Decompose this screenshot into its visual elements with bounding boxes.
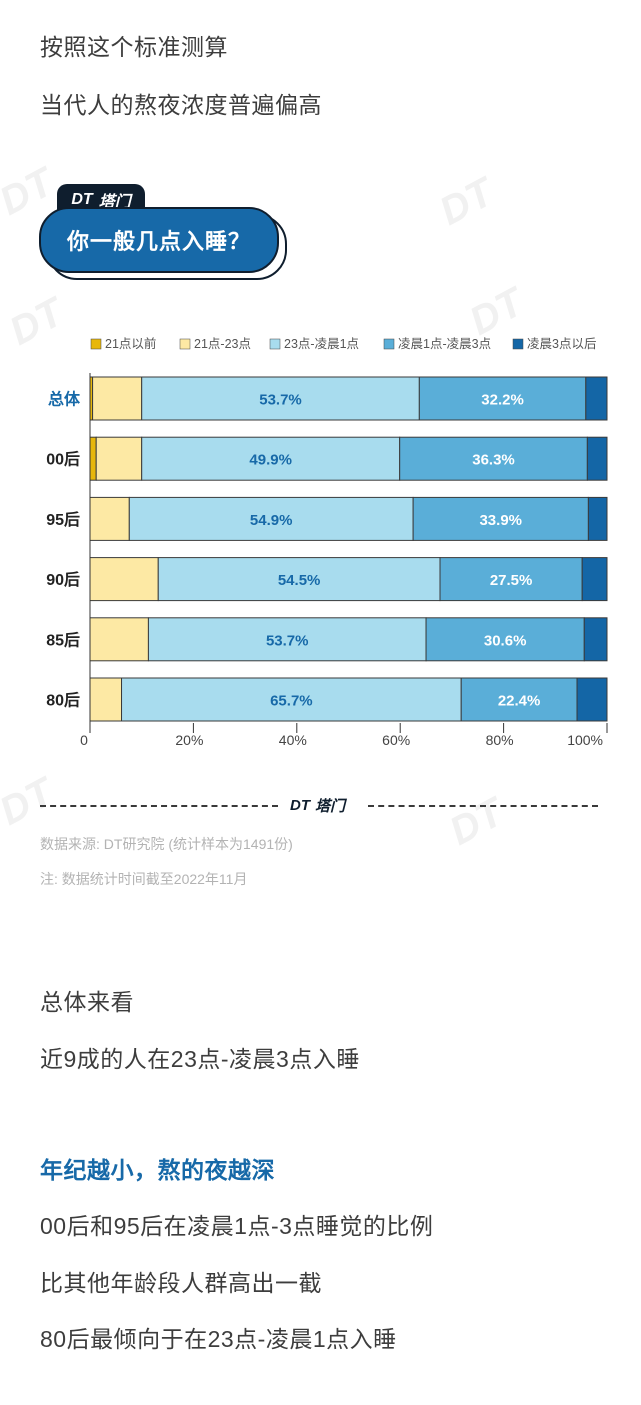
outro-paragraph-4: 比其他年龄段人群高出一截: [40, 1270, 322, 1296]
legend-swatch: [383, 338, 395, 350]
legend-label: 21点-23点: [194, 337, 251, 351]
chart-legend: 21点以前 21点-23点 23点-凌晨1点 凌晨1点-凌晨3点 凌晨3点以后: [90, 336, 596, 351]
bar-segment: [92, 376, 143, 421]
intro-line-2: 当代人的熬夜浓度普遍偏高: [40, 92, 322, 118]
divider-brand-logo: DT 塔门: [290, 794, 360, 816]
bar-value-label: 65.7%: [270, 693, 313, 710]
divider-brand-text: DT: [290, 796, 310, 814]
bar-segment: [586, 436, 608, 481]
bar-segment: [587, 496, 608, 541]
section-heading: 年纪越小，熬的夜越深: [40, 1157, 275, 1183]
legend-swatch: [90, 338, 102, 350]
legend-label: 21点以前: [105, 336, 156, 351]
bar-value-label: 54.5%: [278, 572, 321, 589]
divider-brand-cn: 塔门: [315, 797, 346, 815]
bar-value-label: 32.2%: [481, 392, 524, 409]
divider-left: [40, 805, 278, 807]
legend-label: 23点-凌晨1点: [284, 337, 359, 351]
bar-segment: [576, 677, 608, 722]
bar-segment: [89, 436, 97, 481]
bar-segment: [585, 376, 608, 421]
bar-segment: [141, 376, 420, 421]
bar-segment: [121, 677, 462, 722]
bar-value-label: 53.7%: [259, 392, 302, 409]
chart-bars: 总体 53.7% 32.2% 00后 49.9% 36.3% 95后 54.9% 33.9% 90…: [46, 376, 608, 722]
outro-paragraph-1: 总体来看: [40, 989, 134, 1015]
bar-segment: [425, 617, 585, 662]
stacked-bar-chart: 21点以前 21点-23点 23点-凌晨1点 凌晨1点-凌晨3点 凌晨3点以后 总体 53…: [46, 336, 608, 748]
legend-swatch: [512, 338, 524, 350]
x-tick-label: 0: [80, 732, 88, 748]
intro-line-1: 按照这个标准测算: [40, 34, 228, 60]
legend-label: 凌晨1点-凌晨3点: [398, 337, 491, 351]
bar-value-label: 30.6%: [484, 632, 527, 649]
x-tick-label: 100%: [567, 732, 603, 748]
x-tick-label: 80%: [486, 732, 514, 748]
outro-paragraph-3: 00后和95后在凌晨1点-3点睡觉的比例: [40, 1213, 434, 1239]
chart-title: 你一般几点入睡？: [39, 207, 279, 273]
outro-paragraph-5: 80后最倾向于在23点-凌晨1点入睡: [40, 1326, 397, 1352]
bar-value-label: 49.9%: [249, 452, 292, 469]
bar-segment: [439, 557, 583, 602]
bar-segment: [128, 496, 414, 541]
bar-segment: [460, 677, 578, 722]
legend-label: 凌晨3点以后: [527, 337, 596, 351]
x-tick-label: 60%: [382, 732, 410, 748]
category-label: 00后: [46, 451, 80, 469]
category-label: 85后: [46, 631, 80, 649]
brand-logo-text: DT: [71, 191, 93, 208]
legend-swatch: [269, 338, 281, 350]
bar-segment: [89, 496, 130, 541]
bar-value-label: 53.7%: [266, 632, 309, 649]
bar-segment: [89, 677, 123, 722]
watermark: DT: [432, 170, 501, 235]
category-label: 总体: [48, 390, 81, 409]
bar-value-label: 36.3%: [472, 452, 515, 469]
bar-value-label: 22.4%: [498, 693, 541, 710]
chart-x-axis: 0 20% 40% 60% 80% 100%: [80, 373, 608, 748]
bar-segment: [583, 617, 608, 662]
date-note: 注: 数据统计时间截至2022年11月: [40, 871, 248, 887]
bar-segment: [157, 557, 441, 602]
outro-paragraph-2: 近9成的人在23点-凌晨3点入睡: [40, 1046, 360, 1072]
bar-segment: [95, 436, 143, 481]
bar-value-label: 27.5%: [490, 572, 533, 589]
legend-swatch: [179, 338, 191, 350]
x-tick-label: 40%: [279, 732, 307, 748]
brand-logo-cn: 塔门: [98, 194, 131, 211]
bar-segment: [89, 617, 149, 662]
category-label: 80后: [46, 692, 80, 710]
category-label: 90后: [46, 571, 80, 589]
watermark: DT: [442, 790, 511, 855]
bar-segment: [89, 557, 159, 602]
bar-segment: [412, 496, 589, 541]
source-note: 数据来源: DT研究院 (统计样本为1491份): [40, 836, 293, 852]
bar-value-label: 33.9%: [479, 512, 522, 529]
bar-value-label: 54.9%: [250, 512, 293, 529]
bar-segment: [581, 557, 608, 602]
x-tick-label: 20%: [175, 732, 203, 748]
divider-right: [368, 805, 598, 807]
category-label: 95后: [46, 511, 80, 529]
